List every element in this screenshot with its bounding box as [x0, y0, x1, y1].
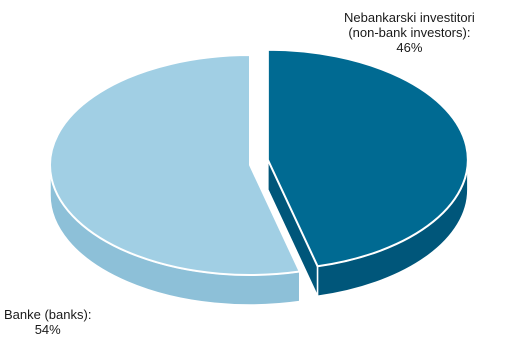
label-nonbank-investors: Nebankarski investitori (non-bank invest… — [344, 10, 475, 55]
label-banks: Banke (banks): 54% — [4, 307, 91, 337]
label-nonbank-line2: (non-bank investors): — [348, 25, 471, 40]
slice-banks — [49, 53, 302, 276]
label-nonbank-percent: 46% — [396, 40, 423, 55]
slice-nonbank — [266, 48, 469, 268]
label-banks-line1: Banke (banks): — [4, 307, 92, 322]
label-nonbank-line1: Nebankarski investitori — [344, 10, 475, 25]
label-banks-percent: 54% — [34, 322, 61, 337]
